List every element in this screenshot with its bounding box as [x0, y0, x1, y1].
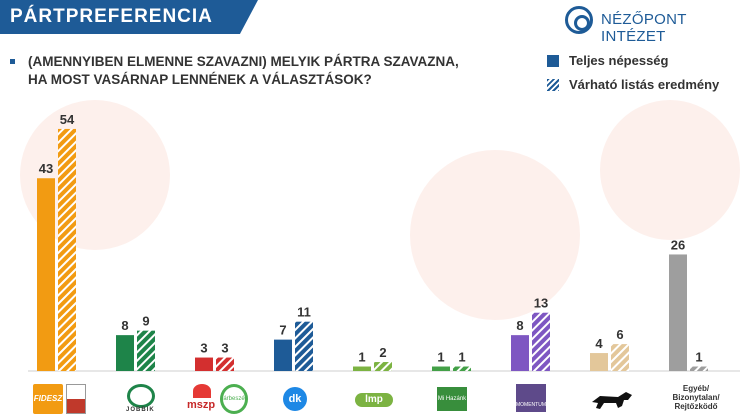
bar-expected-list-result	[216, 357, 234, 371]
data-label: 8	[516, 318, 523, 333]
bar-expected-list-result	[295, 321, 313, 371]
bar-total-population	[511, 335, 529, 371]
bar-total-population	[274, 339, 292, 371]
data-label: 1	[695, 350, 702, 365]
data-label: 6	[616, 327, 623, 342]
bar-expected-list-result	[611, 344, 629, 371]
parbeszed-logo	[220, 384, 248, 414]
question-text: (AMENNYIBEN ELMENNE SZAVAZNI) MELYIK PÁR…	[10, 53, 510, 89]
bar-total-population	[432, 366, 450, 371]
kdnp-logo	[66, 384, 86, 414]
legend-swatch-solid	[547, 55, 559, 67]
data-label: 43	[39, 161, 53, 176]
bar-expected-list-result	[58, 128, 76, 371]
bar-expected-list-result	[453, 366, 471, 371]
chart-legend: Teljes népesség Várható listás eredmény	[547, 54, 719, 102]
background-virus-decoration	[410, 150, 580, 320]
legend-item-solid: Teljes népesség	[547, 54, 719, 78]
bar-total-population	[590, 353, 608, 371]
bar-total-population	[195, 357, 213, 371]
legend-item-hatched: Várható listás eredmény	[547, 78, 719, 102]
mihazank-logo: Mi Hazánk	[437, 387, 467, 411]
data-label: 11	[297, 305, 311, 320]
mszp-flower-icon	[193, 384, 211, 398]
mkkp-dog-icon	[592, 392, 632, 409]
data-label: 8	[121, 318, 128, 333]
data-label: 26	[671, 237, 685, 252]
lmp-logo: lmp	[355, 393, 393, 407]
bar-expected-list-result	[690, 366, 708, 371]
title-banner: PÁRTPREFERENCIA	[0, 0, 258, 34]
nezopont-logo: NÉZŐPONT INTÉZET	[565, 6, 741, 45]
data-label: 13	[534, 296, 548, 311]
legend-swatch-hatched	[547, 79, 559, 91]
question-line-1: (AMENNYIBEN ELMENNE SZAVAZNI) MELYIK PÁR…	[28, 54, 459, 69]
jobbik-logo-text: JOBBIK	[126, 407, 155, 413]
category-label-other: Egyéb/ Bizonytalan/ Rejtőzködő	[672, 384, 720, 411]
parbeszed-logo-text: párbeszéd	[220, 396, 249, 402]
data-label: 2	[379, 345, 386, 360]
fidesz-logo: FIDESZ	[33, 384, 63, 414]
banner-title: PÁRTPREFERENCIA	[10, 6, 213, 27]
mszp-logo: mszp	[187, 384, 217, 414]
data-label: 7	[279, 323, 286, 338]
bar-total-population	[37, 178, 55, 371]
bar-expected-list-result	[137, 330, 155, 371]
momentum-logo: MOMENTUM	[516, 384, 546, 412]
data-label: 3	[200, 341, 207, 356]
bar-expected-list-result	[532, 312, 550, 371]
data-label: 1	[358, 350, 365, 365]
question-bullet	[10, 59, 15, 64]
bar-total-population	[353, 366, 371, 371]
data-label: 3	[221, 341, 228, 356]
logo-text: NÉZŐPONT INTÉZET	[601, 11, 687, 45]
legend-label-solid: Teljes népesség	[569, 53, 669, 68]
bar-total-population	[669, 254, 687, 371]
question-line-2: HA MOST VASÁRNAP LENNÉNEK A VÁLASZTÁSOK?	[28, 72, 372, 87]
data-label: 9	[142, 314, 149, 329]
data-label: 1	[458, 350, 465, 365]
dk-logo: dk	[283, 387, 307, 411]
data-label: 54	[60, 112, 75, 127]
data-label: 4	[595, 336, 603, 351]
jobbik-logo	[127, 384, 155, 408]
mszp-logo-text: mszp	[187, 399, 216, 411]
data-label: 1	[437, 350, 444, 365]
logo-icon	[565, 6, 593, 34]
legend-label-hatched: Várható listás eredmény	[569, 77, 720, 92]
bar-expected-list-result	[374, 362, 392, 371]
background-virus-decoration	[600, 100, 740, 240]
bar-total-population	[116, 335, 134, 371]
